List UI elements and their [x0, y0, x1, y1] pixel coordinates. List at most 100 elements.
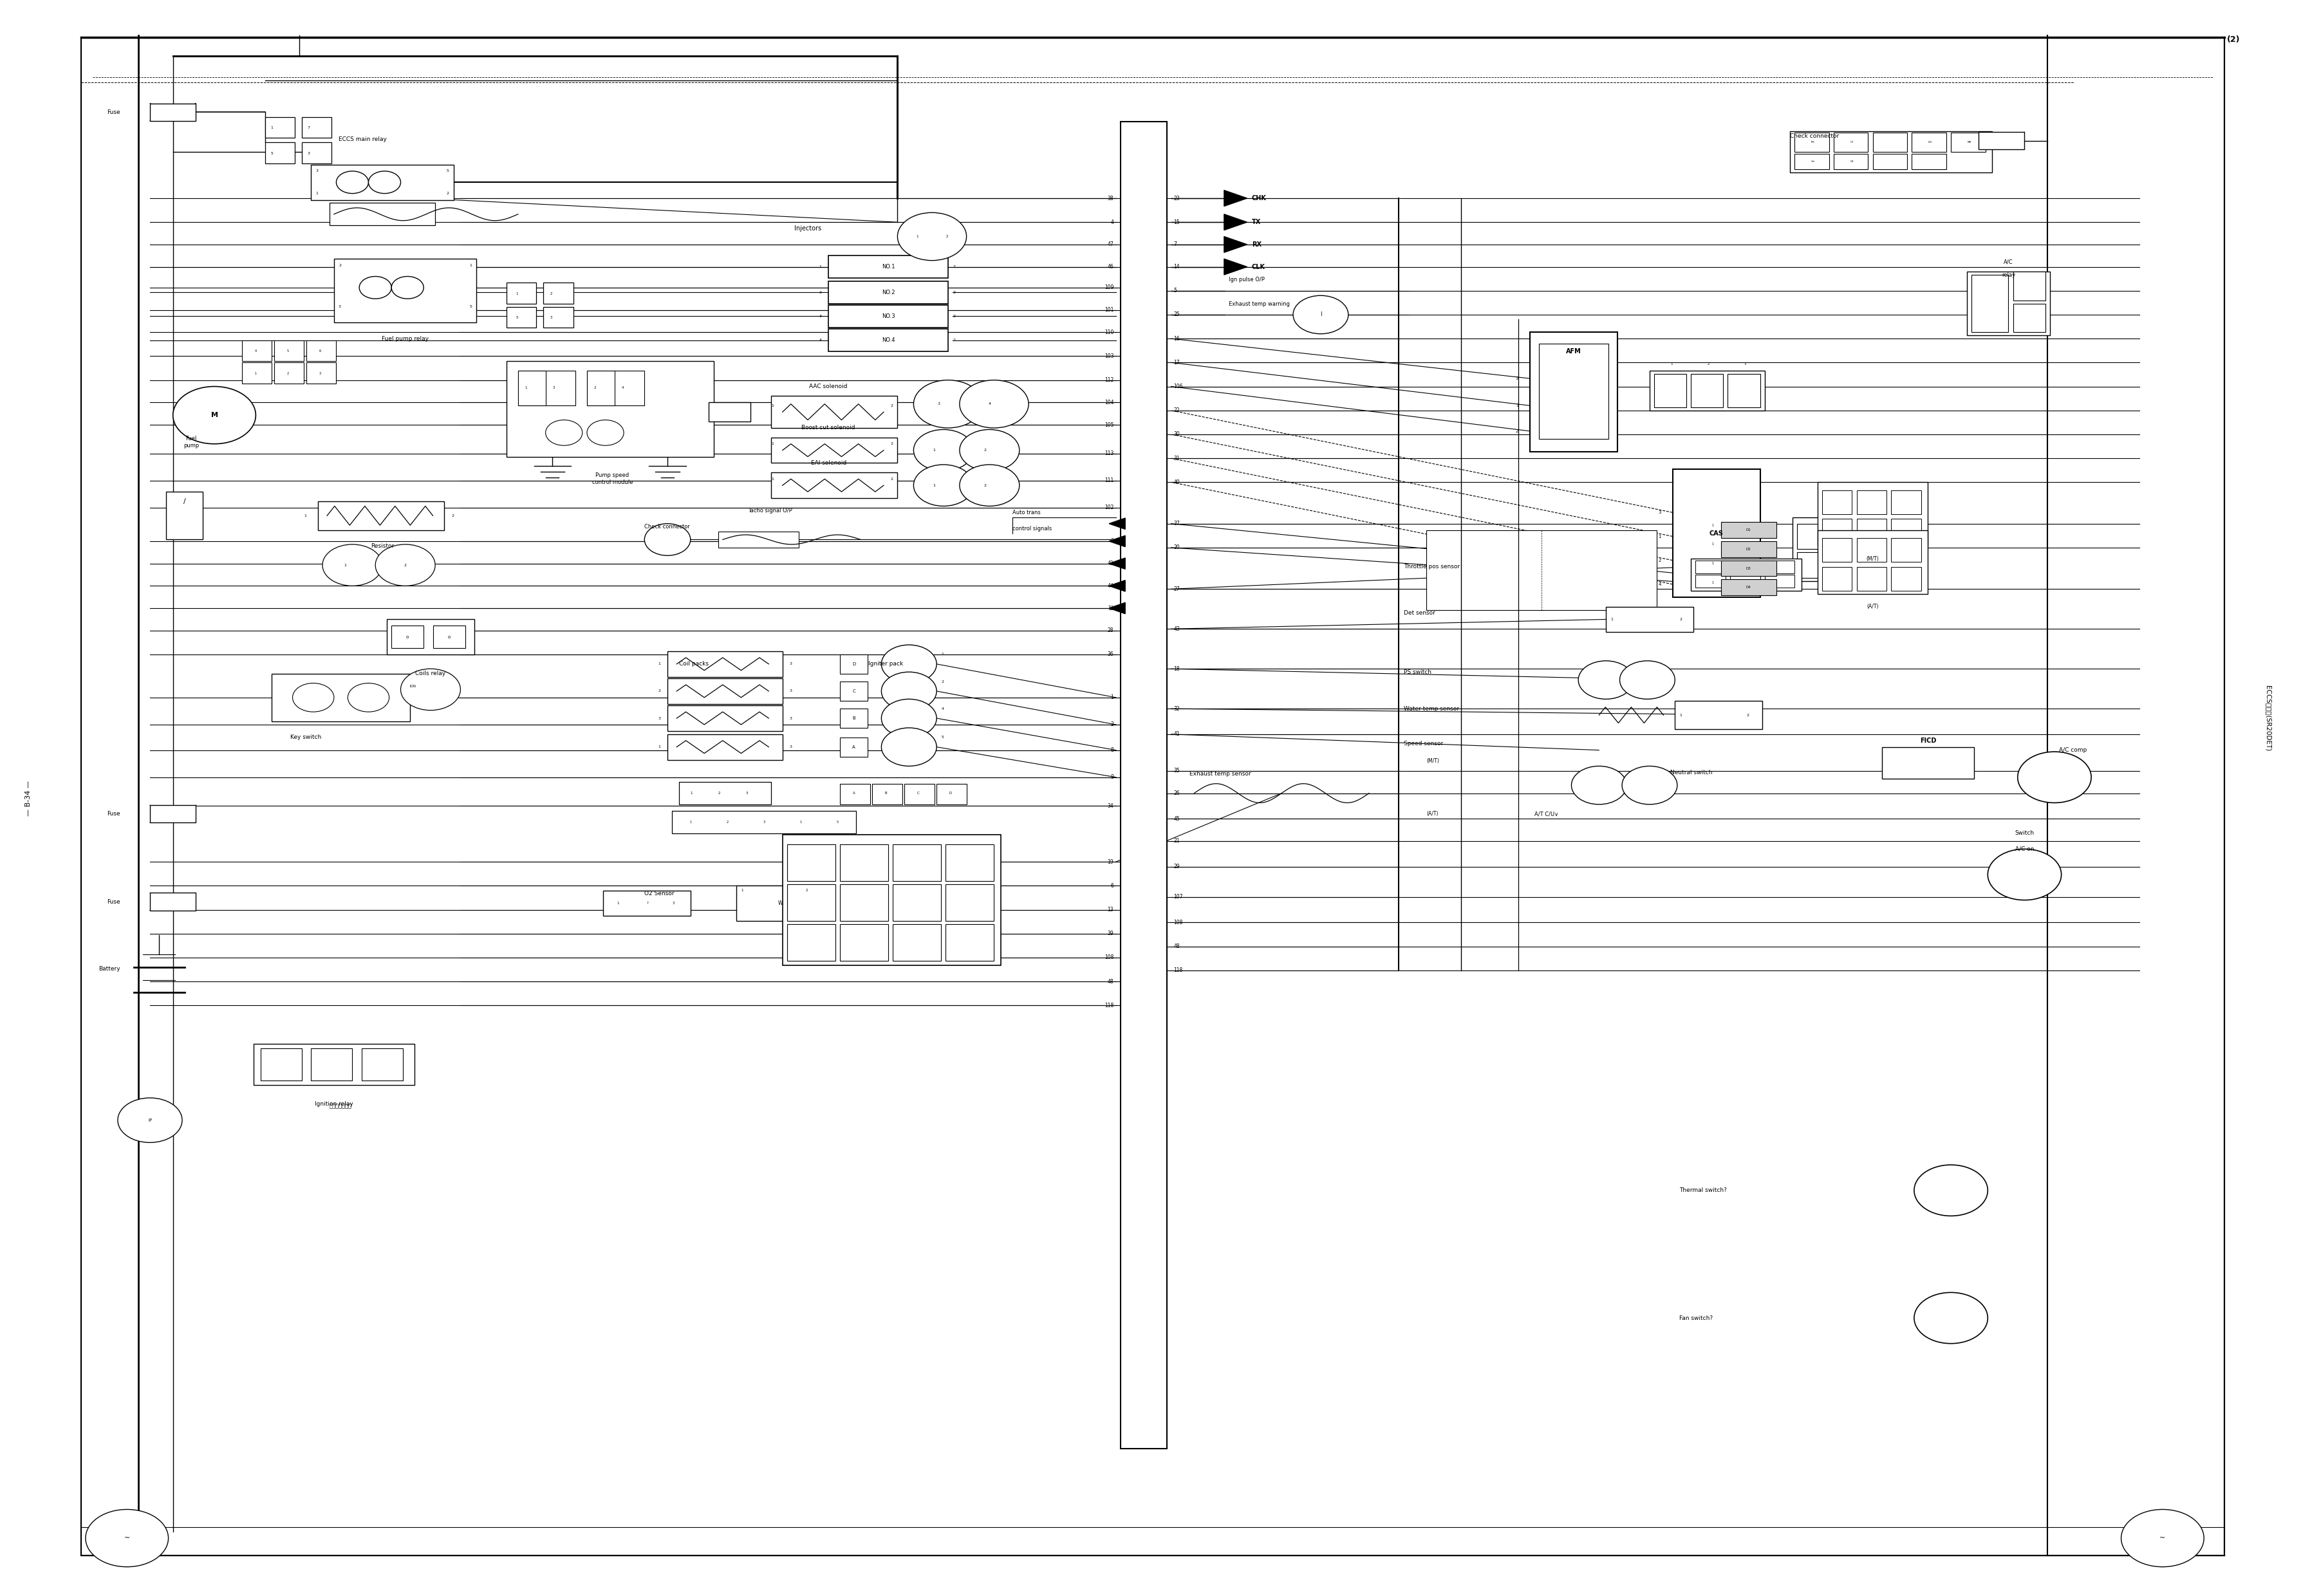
Text: Switch: Switch	[2016, 830, 2034, 836]
Text: O2 Sensor: O2 Sensor	[644, 891, 674, 897]
Text: 26: 26	[1174, 790, 1180, 796]
Text: 1: 1	[304, 514, 306, 517]
Bar	[828, 305, 948, 327]
Text: 30: 30	[1174, 431, 1180, 437]
Text: 35: 35	[1174, 768, 1180, 774]
Text: 113: 113	[1104, 450, 1114, 456]
Text: Fuse: Fuse	[106, 109, 120, 115]
Text: D: D	[948, 792, 953, 795]
Text: 1: 1	[1111, 694, 1114, 701]
Text: 3: 3	[1516, 377, 1519, 380]
Bar	[301, 117, 331, 137]
Text: 118: 118	[1174, 967, 1183, 974]
Bar	[709, 402, 750, 421]
Text: 1: 1	[1611, 618, 1613, 621]
Bar	[840, 784, 870, 804]
Bar	[1834, 132, 1868, 152]
Bar	[840, 681, 867, 701]
Circle shape	[292, 683, 334, 712]
Bar	[667, 734, 782, 760]
Text: 5: 5	[272, 152, 274, 155]
Bar	[1673, 469, 1760, 597]
Text: 20: 20	[1174, 544, 1180, 551]
Bar	[318, 501, 444, 530]
Bar	[543, 282, 573, 303]
Text: 3: 3	[315, 169, 318, 172]
Bar	[1873, 153, 1908, 169]
Text: 2: 2	[658, 689, 660, 693]
Bar	[166, 492, 202, 539]
Bar	[1765, 560, 1795, 573]
Bar	[1818, 482, 1928, 546]
Bar	[1873, 132, 1908, 152]
Bar	[587, 370, 614, 405]
Bar	[893, 884, 941, 921]
Text: 4: 4	[1659, 583, 1661, 586]
Text: 2: 2	[451, 514, 453, 517]
Bar	[2013, 303, 2046, 332]
Bar	[265, 117, 295, 137]
Bar	[904, 784, 934, 804]
Polygon shape	[1109, 581, 1125, 592]
Bar	[1979, 132, 2025, 150]
Text: 43: 43	[1174, 626, 1180, 632]
Text: Tacho signal O/P: Tacho signal O/P	[748, 508, 792, 514]
Text: 2: 2	[983, 484, 987, 487]
Bar	[1721, 579, 1776, 595]
Bar	[771, 437, 897, 463]
Text: Fuel
pump: Fuel pump	[184, 436, 200, 448]
Bar	[736, 886, 824, 921]
Bar	[306, 362, 336, 383]
Bar	[1951, 132, 1986, 152]
Text: 3: 3	[789, 745, 792, 749]
Circle shape	[368, 171, 400, 193]
Text: 16: 16	[1174, 335, 1180, 342]
Text: 17: 17	[1174, 359, 1180, 365]
Text: 31: 31	[1174, 455, 1180, 461]
Text: Igniter pack: Igniter pack	[867, 661, 904, 667]
Text: Resistor: Resistor	[370, 543, 393, 549]
Text: Fuse: Fuse	[106, 811, 120, 817]
Circle shape	[897, 212, 966, 260]
Text: 2: 2	[983, 448, 987, 452]
Bar	[946, 844, 994, 881]
Text: FICD: FICD	[1919, 737, 1935, 744]
Text: — B-34 —: — B-34 —	[25, 780, 32, 816]
Text: 3: 3	[789, 689, 792, 693]
Bar	[1891, 519, 1921, 543]
Bar	[242, 340, 272, 361]
Bar	[329, 203, 435, 225]
Circle shape	[1578, 661, 1634, 699]
Bar	[937, 784, 966, 804]
Text: 1: 1	[771, 477, 773, 480]
Bar	[1730, 575, 1760, 587]
Circle shape	[545, 420, 582, 445]
Polygon shape	[1224, 214, 1247, 230]
Circle shape	[2018, 752, 2092, 803]
Bar	[1818, 530, 1928, 594]
Circle shape	[1914, 1293, 1988, 1344]
Text: 22: 22	[1174, 407, 1180, 413]
Text: o: o	[449, 635, 451, 638]
Bar	[840, 884, 888, 921]
Bar	[1857, 519, 1887, 543]
Text: control signals: control signals	[1012, 525, 1052, 531]
Text: 107: 107	[1174, 894, 1183, 900]
Bar	[1822, 519, 1852, 543]
Bar	[872, 784, 902, 804]
Text: /: /	[184, 498, 186, 504]
Bar	[253, 1044, 414, 1085]
Bar	[1891, 490, 1921, 514]
Bar	[1606, 606, 1694, 632]
Text: 102: 102	[1104, 504, 1114, 511]
Bar	[1857, 538, 1887, 562]
Text: 108: 108	[1104, 954, 1114, 961]
Bar	[1696, 575, 1726, 587]
Text: 1: 1	[771, 442, 773, 445]
Text: 39: 39	[1107, 930, 1114, 937]
Bar	[893, 924, 941, 961]
Bar	[242, 362, 272, 383]
Text: Exhaust temp sensor: Exhaust temp sensor	[1190, 771, 1252, 777]
Text: relay: relay	[2002, 271, 2016, 278]
Bar	[518, 370, 575, 405]
